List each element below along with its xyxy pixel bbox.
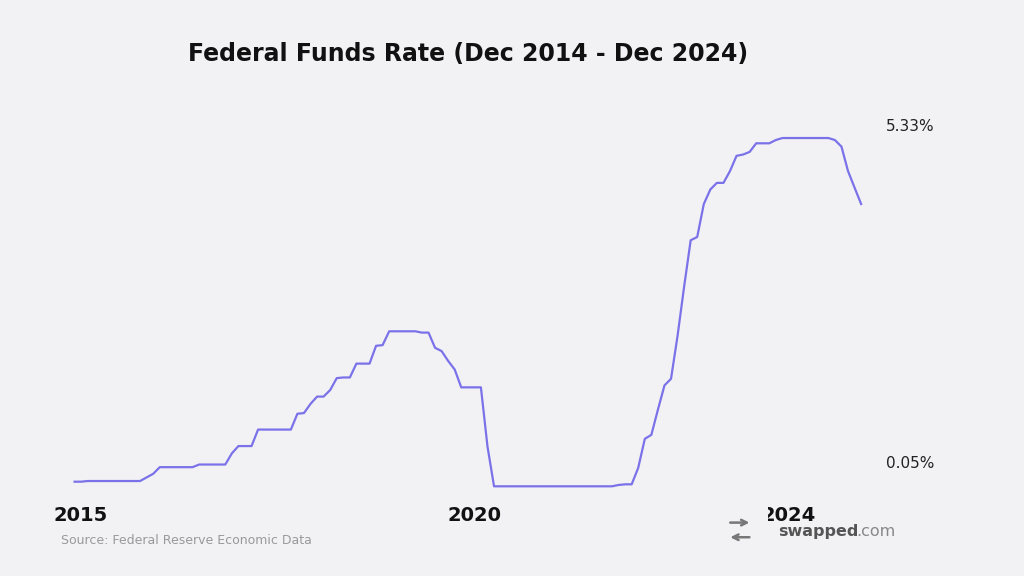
Text: .com: .com [856,524,895,539]
Title: Federal Funds Rate (Dec 2014 - Dec 2024): Federal Funds Rate (Dec 2014 - Dec 2024) [188,42,749,66]
Text: swapped: swapped [778,524,858,539]
Text: Source: Federal Reserve Economic Data: Source: Federal Reserve Economic Data [61,534,312,547]
Text: 5.33%: 5.33% [886,119,934,134]
FancyBboxPatch shape [705,494,775,566]
Text: 0.05%: 0.05% [886,456,934,471]
